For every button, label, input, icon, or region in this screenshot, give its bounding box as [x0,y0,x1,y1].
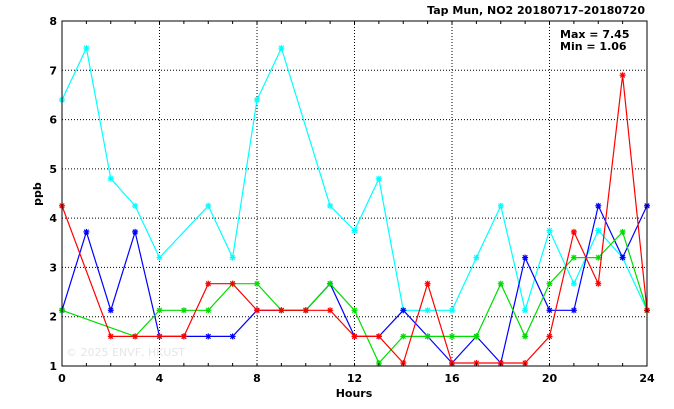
data-point [327,280,334,287]
data-point [424,280,431,287]
series-4 [59,72,650,366]
data-point [351,227,358,234]
data-point [156,333,163,340]
data-point [546,280,553,287]
data-point [424,333,431,340]
y-tick-label: 6 [49,114,57,127]
data-point [229,333,236,340]
data-point [619,254,626,261]
chart-title: Tap Mun, NO2 20180717–20180720 [427,4,645,17]
data-point [570,228,577,235]
min-value: Min = 1.06 [560,40,627,53]
data-point [327,202,334,209]
y-tick-label: 5 [49,163,57,176]
data-point [546,307,553,314]
data-point [229,254,236,261]
data-point [375,175,382,182]
data-point [83,228,90,235]
data-point [107,307,114,314]
data-point [497,280,504,287]
y-tick-label: 3 [49,261,57,274]
data-point [205,307,212,314]
y-tick-label: 8 [49,15,57,28]
y-axis-label: ppb [31,182,44,206]
x-tick-label: 8 [253,372,261,385]
data-point [595,254,602,261]
data-point [254,280,260,287]
data-point [156,254,163,261]
data-point [473,254,480,261]
data-point [156,307,163,314]
data-point [278,307,285,314]
data-point [132,202,139,209]
data-point [254,96,260,103]
x-tick-label: 24 [639,372,655,385]
data-point [83,45,90,52]
x-axis-label: Hours [336,387,373,400]
watermark: © 2025 ENVF, HKUST [66,346,185,359]
x-tick-label: 12 [347,372,362,385]
y-tick-label: 1 [49,360,57,373]
x-tick-label: 0 [58,372,66,385]
data-point [351,333,358,340]
data-point [449,333,455,340]
data-point [400,307,407,314]
grid [62,21,647,366]
data-point [205,333,212,340]
x-tick-label: 4 [156,372,164,385]
y-ticks: 1 2 3 4 5 6 7 8 [49,15,57,373]
data-point [570,307,577,314]
x-ticks: 0 4 8 12 16 20 24 [58,21,655,385]
x-tick-label: 20 [542,372,558,385]
data-point [522,254,529,261]
data-point [570,280,577,287]
data-point [254,307,260,314]
data-point [180,333,187,340]
data-point [132,228,139,235]
data-point [132,333,139,340]
y-tick-label: 4 [49,212,57,225]
data-point [595,202,602,209]
data-point [619,72,626,79]
data-point [473,333,480,340]
data-point [205,280,212,287]
data-point [180,307,187,314]
data-point [522,307,529,314]
data-point [327,307,334,314]
data-point [351,307,358,314]
data-point [522,333,529,340]
x-tick-label: 16 [444,372,460,385]
data-point [107,175,114,182]
data-point [424,307,431,314]
data-point [229,280,236,287]
data-point [205,202,212,209]
data-point [375,333,382,340]
data-point [497,202,504,209]
data-point [570,254,577,261]
data-point [278,45,285,52]
data-point [546,333,553,340]
data-point [302,307,309,314]
series-4-line [61,75,648,365]
y-tick-label: 2 [49,311,57,324]
data-point [107,333,114,340]
data-point [595,227,602,234]
series-group [59,45,650,366]
data-point [546,227,553,234]
y-tick-label: 7 [49,64,57,77]
data-point [619,228,626,235]
data-point [449,307,455,314]
data-point [400,333,407,340]
data-point [595,280,602,287]
max-value: Max = 7.45 [560,28,629,41]
